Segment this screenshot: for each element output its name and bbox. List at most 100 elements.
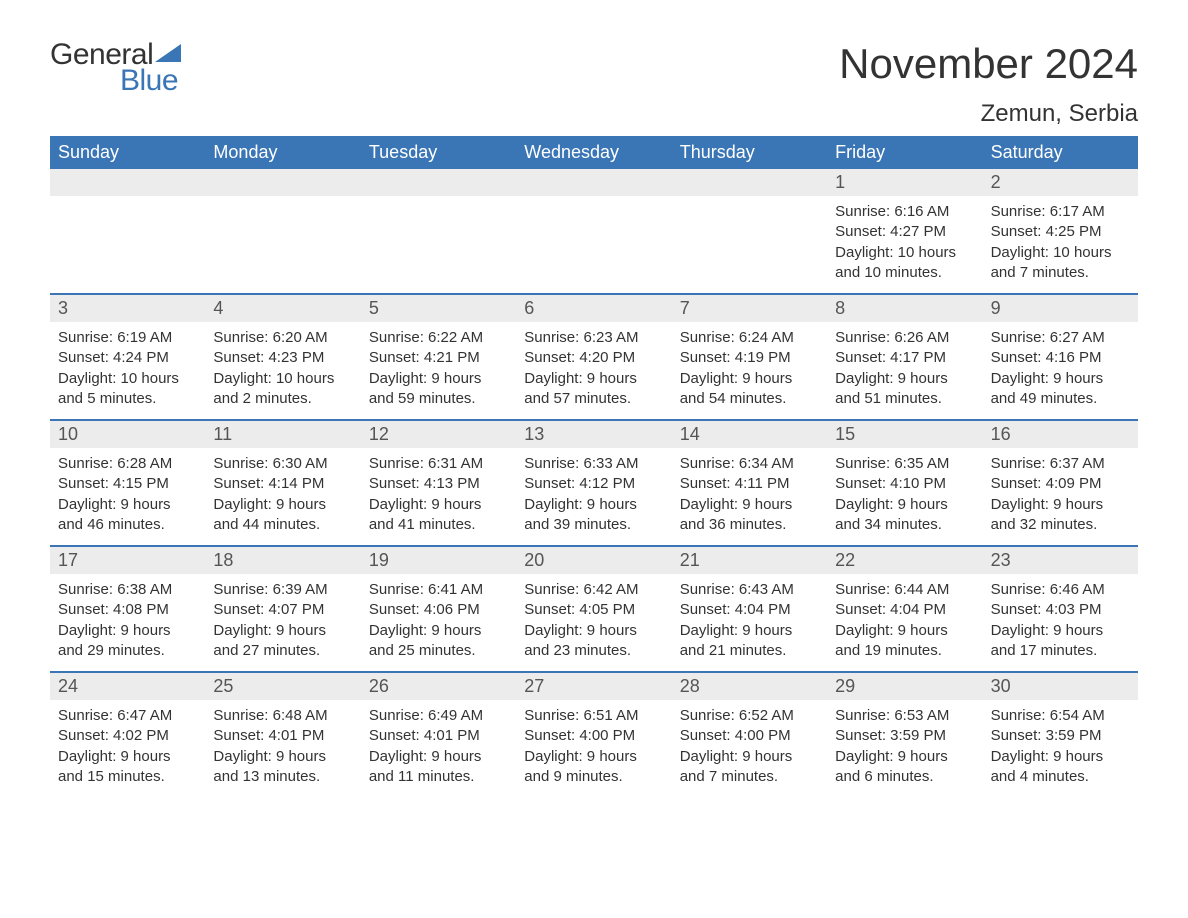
sunset-line: Sunset: 4:08 PM bbox=[58, 600, 197, 620]
day-cell bbox=[205, 169, 360, 293]
daylight-line: Daylight: 10 hours and 7 minutes. bbox=[991, 243, 1130, 284]
sunset-line: Sunset: 4:04 PM bbox=[835, 600, 974, 620]
day-cell: 30Sunrise: 6:54 AMSunset: 3:59 PMDayligh… bbox=[983, 673, 1138, 797]
day-body: Sunrise: 6:24 AMSunset: 4:19 PMDaylight:… bbox=[672, 322, 827, 419]
sunrise-line: Sunrise: 6:20 AM bbox=[213, 328, 352, 348]
weekday-header: Tuesday bbox=[361, 136, 516, 169]
sunrise-line: Sunrise: 6:28 AM bbox=[58, 454, 197, 474]
sunset-line: Sunset: 4:27 PM bbox=[835, 222, 974, 242]
day-body: Sunrise: 6:38 AMSunset: 4:08 PMDaylight:… bbox=[50, 574, 205, 671]
daylight-line: Daylight: 9 hours and 27 minutes. bbox=[213, 621, 352, 662]
sunrise-line: Sunrise: 6:30 AM bbox=[213, 454, 352, 474]
day-number: 15 bbox=[827, 421, 982, 448]
day-cell: 5Sunrise: 6:22 AMSunset: 4:21 PMDaylight… bbox=[361, 295, 516, 419]
sunset-line: Sunset: 4:03 PM bbox=[991, 600, 1130, 620]
sunrise-line: Sunrise: 6:37 AM bbox=[991, 454, 1130, 474]
sunset-line: Sunset: 4:17 PM bbox=[835, 348, 974, 368]
day-number bbox=[672, 169, 827, 196]
daylight-line: Daylight: 9 hours and 17 minutes. bbox=[991, 621, 1130, 662]
sunrise-line: Sunrise: 6:31 AM bbox=[369, 454, 508, 474]
daylight-line: Daylight: 9 hours and 59 minutes. bbox=[369, 369, 508, 410]
day-cell: 9Sunrise: 6:27 AMSunset: 4:16 PMDaylight… bbox=[983, 295, 1138, 419]
day-number: 11 bbox=[205, 421, 360, 448]
day-number: 2 bbox=[983, 169, 1138, 196]
day-number: 18 bbox=[205, 547, 360, 574]
day-cell: 23 Sunrise: 6:46 AMSunset: 4:03 PMDayligh… bbox=[983, 547, 1138, 671]
sunset-line: Sunset: 3:59 PM bbox=[991, 726, 1130, 746]
day-body: Sunrise: 6:34 AMSunset: 4:11 PMDaylight:… bbox=[672, 448, 827, 545]
day-body: Sunrise: 6:26 AMSunset: 4:17 PMDaylight:… bbox=[827, 322, 982, 419]
logo-triangle-icon bbox=[155, 44, 181, 66]
day-cell: 21Sunrise: 6:43 AMSunset: 4:04 PMDayligh… bbox=[672, 547, 827, 671]
day-cell bbox=[672, 169, 827, 293]
daylight-line: Daylight: 9 hours and 9 minutes. bbox=[524, 747, 663, 788]
daylight-line: Daylight: 9 hours and 36 minutes. bbox=[680, 495, 819, 536]
day-cell: 26Sunrise: 6:49 AMSunset: 4:01 PMDayligh… bbox=[361, 673, 516, 797]
sunrise-line: Sunrise: 6:53 AM bbox=[835, 706, 974, 726]
sunrise-line: Sunrise: 6:38 AM bbox=[58, 580, 197, 600]
sunset-line: Sunset: 4:12 PM bbox=[524, 474, 663, 494]
day-cell: 24Sunrise: 6:47 AMSunset: 4:02 PMDayligh… bbox=[50, 673, 205, 797]
daylight-line: Daylight: 9 hours and 32 minutes. bbox=[991, 495, 1130, 536]
day-body: Sunrise: 6:43 AMSunset: 4:04 PMDaylight:… bbox=[672, 574, 827, 671]
daylight-line: Daylight: 10 hours and 5 minutes. bbox=[58, 369, 197, 410]
weekday-header: Sunday bbox=[50, 136, 205, 169]
daylight-line: Daylight: 9 hours and 51 minutes. bbox=[835, 369, 974, 410]
daylight-line: Daylight: 9 hours and 21 minutes. bbox=[680, 621, 819, 662]
sunset-line: Sunset: 4:04 PM bbox=[680, 600, 819, 620]
daylight-line: Daylight: 9 hours and 23 minutes. bbox=[524, 621, 663, 662]
day-body: Sunrise: 6:47 AMSunset: 4:02 PMDaylight:… bbox=[50, 700, 205, 797]
logo-text-blue: Blue bbox=[120, 66, 181, 96]
day-number: 6 bbox=[516, 295, 671, 322]
day-cell: 12Sunrise: 6:31 AMSunset: 4:13 PMDayligh… bbox=[361, 421, 516, 545]
day-number: 28 bbox=[672, 673, 827, 700]
sunrise-line: Sunrise: 6:49 AM bbox=[369, 706, 508, 726]
sunset-line: Sunset: 4:01 PM bbox=[213, 726, 352, 746]
daylight-line: Daylight: 9 hours and 25 minutes. bbox=[369, 621, 508, 662]
day-number: 13 bbox=[516, 421, 671, 448]
sunset-line: Sunset: 4:10 PM bbox=[835, 474, 974, 494]
day-number: 22 bbox=[827, 547, 982, 574]
day-body: Sunrise: 6:48 AMSunset: 4:01 PMDaylight:… bbox=[205, 700, 360, 797]
sunset-line: Sunset: 4:01 PM bbox=[369, 726, 508, 746]
day-cell: 6Sunrise: 6:23 AMSunset: 4:20 PMDaylight… bbox=[516, 295, 671, 419]
sunrise-line: Sunrise: 6:42 AM bbox=[524, 580, 663, 600]
weekday-header: Saturday bbox=[983, 136, 1138, 169]
day-body: Sunrise: 6:53 AMSunset: 3:59 PMDaylight:… bbox=[827, 700, 982, 797]
title-block: November 2024 Zemun, Serbia bbox=[839, 40, 1138, 128]
day-body: Sunrise: 6:28 AMSunset: 4:15 PMDaylight:… bbox=[50, 448, 205, 545]
day-body: Sunrise: 6:27 AMSunset: 4:16 PMDaylight:… bbox=[983, 322, 1138, 419]
sunrise-line: Sunrise: 6:52 AM bbox=[680, 706, 819, 726]
sunrise-line: Sunrise: 6:46 AM bbox=[991, 580, 1130, 600]
day-body: Sunrise: 6:33 AMSunset: 4:12 PMDaylight:… bbox=[516, 448, 671, 545]
sunset-line: Sunset: 4:02 PM bbox=[58, 726, 197, 746]
day-cell: 17Sunrise: 6:38 AMSunset: 4:08 PMDayligh… bbox=[50, 547, 205, 671]
day-number: 26 bbox=[361, 673, 516, 700]
sunrise-line: Sunrise: 6:54 AM bbox=[991, 706, 1130, 726]
day-number: 21 bbox=[672, 547, 827, 574]
day-body: Sunrise: 6:42 AMSunset: 4:05 PMDaylight:… bbox=[516, 574, 671, 671]
day-cell: 2Sunrise: 6:17 AMSunset: 4:25 PMDaylight… bbox=[983, 169, 1138, 293]
daylight-line: Daylight: 9 hours and 39 minutes. bbox=[524, 495, 663, 536]
sunset-line: Sunset: 4:05 PM bbox=[524, 600, 663, 620]
day-body: Sunrise: 6:52 AMSunset: 4:00 PMDaylight:… bbox=[672, 700, 827, 797]
daylight-line: Daylight: 9 hours and 13 minutes. bbox=[213, 747, 352, 788]
sunset-line: Sunset: 4:07 PM bbox=[213, 600, 352, 620]
sunrise-line: Sunrise: 6:22 AM bbox=[369, 328, 508, 348]
day-number: 20 bbox=[516, 547, 671, 574]
day-number: 9 bbox=[983, 295, 1138, 322]
sunset-line: Sunset: 4:19 PM bbox=[680, 348, 819, 368]
sunset-line: Sunset: 4:20 PM bbox=[524, 348, 663, 368]
day-cell: 27Sunrise: 6:51 AMSunset: 4:00 PMDayligh… bbox=[516, 673, 671, 797]
day-body: Sunrise: 6:37 AMSunset: 4:09 PMDaylight:… bbox=[983, 448, 1138, 545]
day-number: 8 bbox=[827, 295, 982, 322]
day-body: Sunrise: 6:17 AMSunset: 4:25 PMDaylight:… bbox=[983, 196, 1138, 293]
day-body: Sunrise: 6:41 AMSunset: 4:06 PMDaylight:… bbox=[361, 574, 516, 671]
sunset-line: Sunset: 4:15 PM bbox=[58, 474, 197, 494]
day-number: 27 bbox=[516, 673, 671, 700]
sunset-line: Sunset: 4:25 PM bbox=[991, 222, 1130, 242]
day-number: 24 bbox=[50, 673, 205, 700]
calendar-week: 24Sunrise: 6:47 AMSunset: 4:02 PMDayligh… bbox=[50, 671, 1138, 797]
day-number bbox=[516, 169, 671, 196]
day-number: 23 bbox=[983, 547, 1138, 574]
